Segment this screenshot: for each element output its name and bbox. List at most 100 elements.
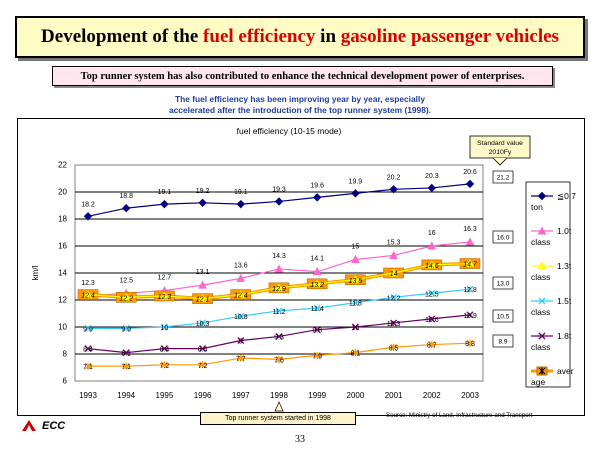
standard-value-pointer: [492, 157, 508, 166]
series-1-point: [198, 280, 207, 289]
data-label-s5: 7.1: [121, 364, 131, 371]
series-3-point: [428, 289, 436, 297]
data-label-s4: 10.9: [463, 313, 477, 320]
series-2-point: [465, 258, 475, 268]
data-label-s5: 7.7: [236, 356, 246, 363]
series-1-point: [465, 237, 475, 246]
data-label-s3: 11.8: [349, 301, 362, 308]
series-0-point: [427, 183, 437, 193]
series-5-point: [160, 361, 168, 369]
y-axis-label: km/l: [31, 265, 40, 280]
series-5-point: [199, 361, 207, 369]
series-3-point: [160, 323, 168, 331]
series-0-point: [121, 203, 131, 213]
legend-label-5: aver: [557, 366, 574, 376]
y-tick-label: 20: [58, 188, 67, 197]
data-label-s4: 9.8: [312, 328, 322, 335]
series-5-point: [237, 354, 245, 362]
series-4-point: [84, 345, 92, 353]
series-0-point: [198, 198, 207, 208]
x-tick-label: 1999: [308, 391, 326, 400]
series-4-point: [199, 345, 207, 353]
data-label-s2: 14.6: [425, 263, 439, 270]
legend-swatch-marker-2: [537, 261, 547, 270]
data-label-s3: 9.9: [83, 326, 93, 333]
x-tick-label: 2002: [423, 391, 441, 400]
data-label-s2: 12.9: [272, 286, 286, 293]
data-label-s1: 13.1: [196, 269, 210, 276]
series-0-point: [274, 197, 284, 206]
series-1-point: [427, 241, 437, 250]
title-banner: Development of the fuel efficiency in ga…: [15, 16, 585, 58]
data-label-s3: 9.9: [121, 326, 131, 333]
data-label-s5: 7.1: [83, 364, 93, 371]
standard-value-badge-0: [492, 170, 514, 184]
series-0-point: [465, 179, 475, 189]
data-label-s4: 10: [352, 325, 360, 332]
series-2-point: [236, 290, 246, 299]
data-label-s3: 12.2: [387, 295, 401, 302]
data-label-s3: 12.8: [463, 287, 477, 294]
x-tick-label: 1997: [232, 391, 250, 400]
series-3-point: [351, 299, 359, 307]
legend-swatch-marker-1: [537, 226, 547, 235]
data-label-s0: 20.2: [387, 174, 401, 181]
series-0-point: [160, 199, 169, 209]
series-2-point: [389, 268, 398, 277]
data-label-s2: 12.2: [119, 295, 133, 302]
series-2-point: [198, 294, 207, 303]
data-label-s1: 14.3: [272, 253, 286, 260]
series-0-point: [389, 185, 398, 194]
data-label-s3: 10: [161, 325, 169, 332]
series-0-point: [236, 199, 246, 209]
y-tick-label: 8: [63, 350, 68, 359]
data-label-s0: 19.2: [196, 188, 210, 195]
note-line-1: The fuel efficiency has been improving y…: [175, 94, 425, 104]
data-label-s1: 16.3: [463, 226, 477, 233]
y-tick-label: 12: [58, 296, 67, 305]
series-2-point: [312, 279, 322, 288]
standard-value-text-3: 10.5: [497, 314, 510, 321]
series-2-point: [427, 260, 437, 269]
series-2-point: [351, 275, 360, 284]
data-label-s5: 8.7: [427, 343, 437, 350]
series-5-point: [466, 339, 474, 347]
source-note: Source: Ministry of Land, Infrastructure…: [386, 412, 533, 419]
series-2-point: [121, 292, 131, 301]
data-label-s3: 11.2: [272, 309, 285, 316]
series-5-point: [351, 349, 359, 357]
series-4-point: [122, 349, 130, 357]
standard-value-line-1: Standard value: [477, 140, 523, 147]
title-part-1: Development of the: [41, 26, 204, 47]
series-0-point: [351, 189, 360, 198]
data-label-s1: 13.6: [234, 262, 248, 269]
page-number: 33: [295, 434, 305, 445]
data-label-s5: 8.1: [351, 351, 361, 358]
data-label-s0: 18.8: [119, 193, 133, 200]
top-runner-label: Top runner system started in 1998: [200, 412, 356, 425]
data-label-s2: 14.7: [463, 262, 478, 269]
series-5-point: [390, 343, 398, 351]
series-5-point: [313, 351, 321, 359]
legend-label-cont-3: class: [531, 307, 550, 317]
legend-label-3: 1.5t: [557, 296, 572, 306]
data-label-s2: 12.4: [234, 293, 248, 300]
data-label-s2: 12.4: [81, 293, 95, 300]
y-tick-label: 18: [58, 215, 67, 224]
standard-value-badge-4: [492, 334, 514, 348]
data-label-s2: 13.2: [310, 282, 324, 289]
y-tick-label: 22: [58, 161, 67, 170]
x-tick-label: 1996: [194, 391, 212, 400]
data-label-s0: 19.1: [234, 189, 248, 196]
series-4-point: [390, 319, 398, 327]
data-label-s0: 20.6: [463, 169, 477, 176]
data-label-s3: 10.8: [234, 314, 248, 321]
ecc-logo: ECC: [20, 418, 65, 433]
page-title: Development of the fuel efficiency in ga…: [41, 26, 559, 48]
y-tick-label: 10: [58, 323, 67, 332]
data-label-s2: 12.1: [196, 297, 210, 304]
standard-value-text-1: 16.0: [497, 235, 510, 242]
x-tick-label: 2000: [347, 391, 365, 400]
data-label-s5: 7.2: [198, 363, 208, 370]
legend-label-2: 1.3t: [557, 261, 572, 271]
